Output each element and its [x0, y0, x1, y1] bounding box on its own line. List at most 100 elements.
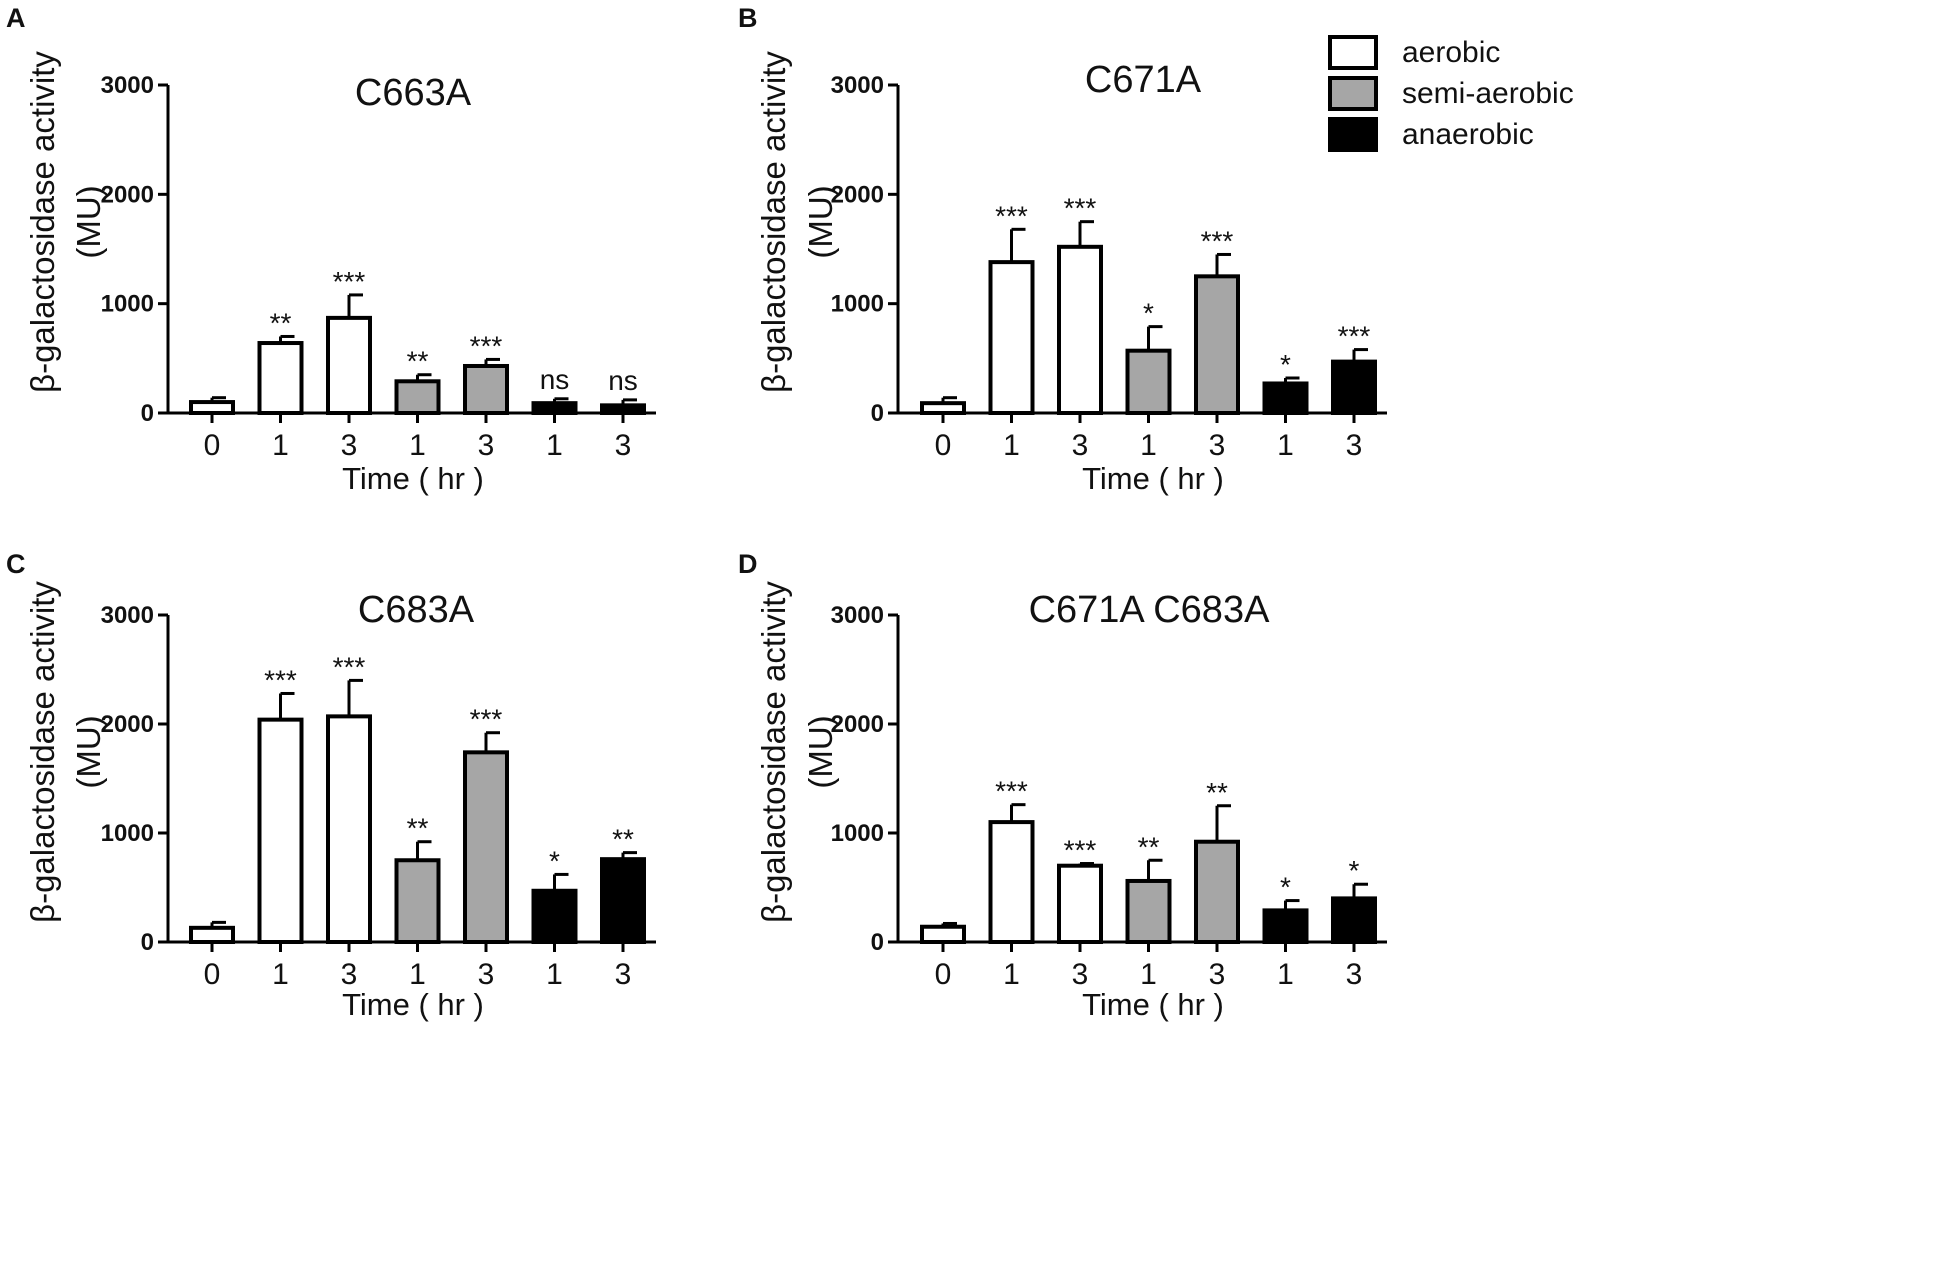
x-tick-label: 1	[1003, 429, 1020, 462]
bar	[920, 401, 966, 416]
x-tick-label: 1	[1140, 958, 1157, 991]
bar	[600, 857, 646, 944]
x-tick-label: 3	[1072, 429, 1089, 462]
bar	[463, 750, 509, 945]
x-tick-label: 3	[615, 958, 632, 991]
y-axis-unit-label: (MU)	[802, 715, 839, 788]
bar	[920, 924, 966, 944]
x-tick-label: 1	[272, 429, 289, 462]
bar	[257, 341, 304, 416]
chart-panel-c: C C683A β-galactosidase activity (MU) 0 1000 2…	[6, 549, 656, 1022]
x-tick-label: 1	[409, 429, 426, 462]
significance-label: ***	[1064, 835, 1097, 866]
bar	[1194, 839, 1240, 944]
significance-label: ***	[1064, 193, 1097, 224]
x-tick-label: 3	[478, 429, 495, 462]
legend-label-semi-aerobic: semi-aerobic	[1402, 77, 1574, 110]
y-tick-label: 2000	[831, 711, 884, 738]
y-tick-label: 0	[871, 400, 884, 427]
bar	[1194, 274, 1240, 416]
significance-label: ***	[995, 200, 1028, 231]
x-tick-label: 3	[341, 429, 358, 462]
significance-label: ***	[1338, 321, 1371, 352]
bar	[1125, 348, 1172, 415]
significance-label: **	[612, 824, 634, 855]
panel-letter: B	[738, 3, 758, 33]
x-tick-label: 1	[1277, 958, 1294, 991]
chart-title: C671A	[1085, 59, 1202, 101]
x-tick-label: 3	[478, 958, 495, 991]
significance-label: **	[1206, 777, 1228, 808]
x-tick-label: 0	[204, 429, 221, 462]
y-tick-label: 2000	[101, 711, 154, 738]
significance-label: ns	[540, 364, 570, 395]
bar	[988, 820, 1035, 944]
x-tick-label: 3	[341, 958, 358, 991]
y-axis-unit-label: (MU)	[70, 715, 107, 788]
bar	[394, 858, 441, 944]
panel-letter: C	[6, 549, 26, 579]
significance-label: **	[407, 813, 429, 844]
significance-label: ***	[470, 330, 503, 361]
bar	[463, 363, 509, 415]
y-tick-label: 0	[141, 400, 154, 427]
y-axis-unit-label: (MU)	[70, 185, 107, 258]
legend-swatch-semi-aerobic	[1328, 76, 1378, 111]
x-axis-label: Time ( hr )	[342, 461, 484, 496]
significance-label: *	[1143, 298, 1154, 329]
y-axis-label: β-galactosidase activity	[24, 51, 61, 393]
y-tick-label: 1000	[831, 291, 884, 318]
chart-title: C663A	[355, 72, 472, 114]
significance-label: ns	[608, 365, 638, 396]
panel-letter: A	[6, 3, 26, 33]
significance-label: ***	[333, 266, 366, 297]
legend-label-aerobic: aerobic	[1402, 36, 1500, 69]
bar	[189, 400, 235, 416]
x-axis-label: Time ( hr )	[342, 987, 484, 1022]
bar	[257, 717, 304, 945]
legend-swatch-aerobic	[1328, 35, 1378, 70]
bar	[1057, 863, 1103, 945]
bar	[1331, 359, 1377, 416]
significance-label: *	[1280, 872, 1291, 903]
chart-title: C671A C683A	[1029, 589, 1270, 631]
bar	[394, 379, 441, 416]
y-axis-label: β-galactosidase activity	[755, 581, 792, 923]
x-tick-label: 3	[1209, 429, 1226, 462]
y-tick-label: 1000	[101, 291, 154, 318]
x-tick-label: 0	[935, 958, 952, 991]
x-tick-label: 0	[935, 429, 952, 462]
x-tick-label: 1	[1277, 429, 1294, 462]
bar	[1331, 896, 1377, 945]
y-tick-label: 1000	[831, 820, 884, 847]
x-tick-label: 3	[1346, 429, 1363, 462]
y-axis-label: β-galactosidase activity	[24, 581, 61, 923]
chart-panel-a: A C663A β-galactosidase activity (MU) 0 1000 2…	[6, 3, 656, 496]
x-tick-label: 1	[546, 958, 563, 991]
significance-label: ***	[470, 704, 503, 735]
significance-label: *	[549, 845, 560, 876]
y-tick-label: 1000	[101, 820, 154, 847]
x-tick-label: 1	[546, 429, 563, 462]
legend-swatch-anaerobic	[1328, 117, 1378, 152]
significance-label: ***	[264, 664, 297, 695]
legend-label-anaerobic: anaerobic	[1402, 118, 1534, 151]
y-axis-label: β-galactosidase activity	[755, 51, 792, 393]
legend: aerobic semi-aerobic anaerobic	[1328, 35, 1574, 152]
x-axis-label: Time ( hr )	[1082, 987, 1224, 1022]
significance-label: ***	[995, 776, 1028, 807]
y-tick-label: 2000	[101, 181, 154, 208]
significance-label: ***	[1201, 225, 1234, 256]
x-tick-label: 1	[272, 958, 289, 991]
x-tick-label: 1	[409, 958, 426, 991]
x-tick-label: 0	[204, 958, 221, 991]
bar	[1125, 878, 1172, 945]
y-tick-label: 3000	[101, 72, 154, 99]
chart-panel-d: D C671A C683A β-galactosidase activity (MU)…	[738, 549, 1387, 1022]
chart-panel-b: B C671A β-galactosidase activity (MU) 0 1000 2…	[738, 3, 1387, 496]
bar	[600, 403, 646, 416]
x-tick-label: 1	[1003, 958, 1020, 991]
bar	[1262, 381, 1309, 416]
x-axis-label: Time ( hr )	[1082, 461, 1224, 496]
significance-label: ***	[333, 651, 366, 682]
